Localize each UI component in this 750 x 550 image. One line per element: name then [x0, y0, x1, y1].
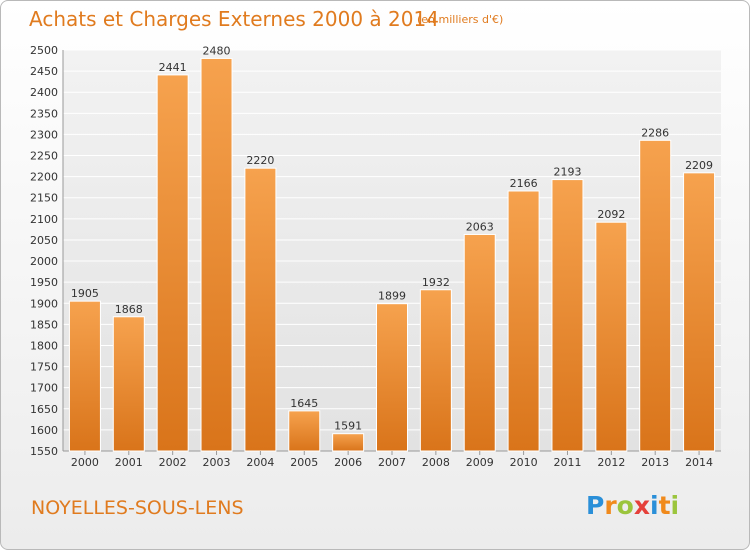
x-tick-label: 2009	[466, 456, 494, 469]
y-tick-label: 2400	[30, 86, 58, 99]
y-tick-label: 2350	[30, 107, 58, 120]
y-tick-label: 1600	[30, 424, 58, 437]
bar	[332, 433, 365, 452]
y-tick-label: 1550	[30, 445, 58, 458]
bar	[68, 300, 101, 452]
bar	[595, 221, 628, 452]
x-tick-label: 2012	[597, 456, 625, 469]
logo-letter: i	[670, 491, 680, 520]
y-tick-label: 2100	[30, 213, 58, 226]
bar	[244, 167, 277, 452]
bar	[507, 190, 540, 452]
y-tick-label: 2450	[30, 65, 58, 78]
chart-subtitle: (en milliers d'€)	[417, 13, 504, 26]
bar	[463, 233, 496, 452]
y-tick-label: 1750	[30, 361, 58, 374]
y-tick-label: 2000	[30, 255, 58, 268]
bar	[376, 303, 408, 452]
data-label: 1591	[334, 420, 362, 433]
data-label: 2209	[685, 159, 713, 172]
bar	[639, 139, 672, 452]
data-label: 2480	[203, 44, 231, 57]
x-tick-label: 2001	[115, 456, 143, 469]
data-label: 1645	[290, 397, 318, 410]
x-tick-label: 2005	[290, 456, 318, 469]
data-label: 2286	[641, 126, 669, 139]
bar	[112, 316, 145, 452]
y-tick-label: 2050	[30, 234, 58, 247]
x-tick-label: 2013	[641, 456, 669, 469]
data-label: 2166	[510, 177, 538, 190]
logo-letter: t	[658, 491, 671, 520]
y-tick-label: 1800	[30, 339, 58, 352]
bar	[288, 410, 321, 452]
y-tick-label: 1650	[30, 403, 58, 416]
y-tick-label: 1900	[30, 297, 58, 310]
data-label: 2092	[597, 208, 625, 221]
y-tick-label: 1700	[30, 382, 58, 395]
logo-letter: o	[616, 491, 634, 520]
x-tick-label: 2002	[159, 456, 187, 469]
x-tick-label: 2008	[422, 456, 450, 469]
chart-title: Achats et Charges Externes 2000 à 2014	[29, 7, 439, 31]
x-tick-label: 2000	[71, 456, 99, 469]
x-tick-label: 2004	[246, 456, 274, 469]
y-tick-label: 1850	[30, 318, 58, 331]
bar	[551, 179, 584, 452]
data-label: 2193	[553, 166, 581, 179]
data-label: 2220	[246, 154, 274, 167]
data-label: 1899	[378, 290, 406, 303]
bar	[683, 172, 716, 452]
bar	[200, 57, 233, 452]
y-tick-label: 2500	[30, 44, 58, 57]
data-label: 1932	[422, 276, 450, 289]
x-tick-label: 2011	[553, 456, 581, 469]
y-tick-label: 2200	[30, 171, 58, 184]
x-tick-label: 2007	[378, 456, 406, 469]
x-tick-label: 2010	[510, 456, 538, 469]
x-tick-label: 2003	[203, 456, 231, 469]
y-tick-label: 2300	[30, 128, 58, 141]
logo-letter: r	[604, 491, 617, 520]
data-label: 2441	[159, 61, 187, 74]
x-tick-label: 2006	[334, 456, 362, 469]
logo-letter: P	[586, 491, 605, 520]
data-label: 1905	[71, 287, 99, 300]
logo-letter: i	[650, 491, 659, 520]
proxiti-logo: Proxiti	[586, 491, 679, 520]
bar	[419, 289, 452, 452]
y-tick-label: 2150	[30, 192, 58, 205]
bar	[156, 74, 189, 452]
logo-letter: x	[633, 491, 650, 520]
data-label: 2063	[466, 220, 494, 233]
data-label: 1868	[115, 303, 143, 316]
y-tick-label: 2250	[30, 150, 58, 163]
x-tick-label: 2014	[685, 456, 713, 469]
y-tick-label: 1950	[30, 276, 58, 289]
town-name: NOYELLES-SOUS-LENS	[31, 497, 244, 519]
